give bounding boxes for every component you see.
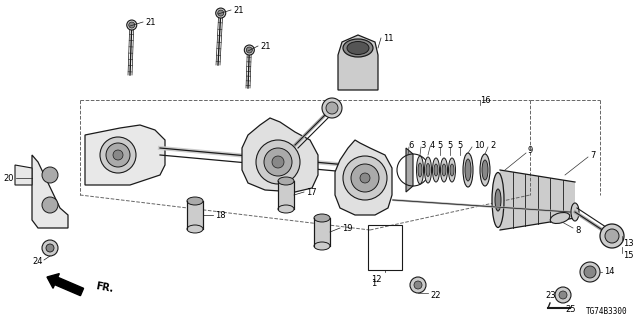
Circle shape [343,156,387,200]
Ellipse shape [450,164,454,176]
Ellipse shape [433,158,440,182]
Ellipse shape [417,156,424,184]
Circle shape [584,266,596,278]
Ellipse shape [314,242,330,250]
FancyArrow shape [47,274,84,296]
Ellipse shape [278,205,294,213]
Circle shape [129,22,135,28]
Text: 5: 5 [447,140,452,149]
Ellipse shape [463,153,473,187]
Circle shape [246,47,252,53]
Circle shape [559,291,567,299]
Bar [187,201,203,229]
Circle shape [42,197,58,213]
Text: 5: 5 [458,140,463,149]
Text: 3: 3 [420,140,426,149]
Ellipse shape [492,172,504,228]
Circle shape [600,224,624,248]
Circle shape [264,148,292,176]
Text: 21: 21 [233,5,243,14]
Text: 22: 22 [430,291,440,300]
Circle shape [351,164,379,192]
Circle shape [272,156,284,168]
Circle shape [42,240,58,256]
Ellipse shape [343,39,373,57]
Polygon shape [242,118,318,192]
Circle shape [106,143,130,167]
Text: 18: 18 [215,211,226,220]
Text: 6: 6 [408,140,413,149]
Circle shape [218,10,224,16]
Ellipse shape [550,212,570,223]
Text: 19: 19 [342,223,353,233]
Ellipse shape [440,158,447,182]
Text: 21: 21 [145,18,156,27]
Polygon shape [32,155,68,228]
Ellipse shape [418,163,422,177]
Ellipse shape [426,164,430,177]
Circle shape [100,137,136,173]
Circle shape [410,277,426,293]
Text: 23: 23 [545,291,556,300]
Ellipse shape [187,197,203,205]
Text: 1: 1 [371,278,376,287]
Ellipse shape [442,164,446,176]
Text: 16: 16 [480,95,491,105]
Circle shape [216,8,226,18]
Circle shape [580,262,600,282]
Bar [368,225,402,270]
Text: 13: 13 [623,238,634,247]
Circle shape [113,150,123,160]
Circle shape [360,173,370,183]
Text: 9: 9 [528,146,533,155]
Ellipse shape [465,159,471,181]
Text: 8: 8 [575,226,580,235]
Text: 25: 25 [565,306,575,315]
Polygon shape [338,35,378,90]
Text: 24: 24 [33,258,44,267]
Text: 21: 21 [260,42,271,51]
Text: 2: 2 [490,140,495,149]
Ellipse shape [480,154,490,186]
Text: 15: 15 [623,251,634,260]
Polygon shape [15,165,32,185]
Text: FR.: FR. [95,282,115,294]
Text: 17: 17 [306,188,317,196]
Polygon shape [85,125,165,185]
Polygon shape [500,170,575,230]
Text: 4: 4 [430,140,435,149]
Circle shape [555,287,571,303]
Circle shape [256,140,300,184]
Circle shape [127,20,137,30]
Polygon shape [406,148,413,192]
Circle shape [322,98,342,118]
Text: 7: 7 [590,150,595,159]
Text: 14: 14 [604,268,614,276]
Ellipse shape [495,189,501,211]
Ellipse shape [449,158,456,182]
Circle shape [42,167,58,183]
Ellipse shape [187,225,203,233]
Text: TG74B3300: TG74B3300 [586,308,628,316]
Text: 12: 12 [371,276,381,284]
Ellipse shape [314,214,330,222]
Ellipse shape [482,160,488,180]
Bar [314,218,330,246]
Circle shape [605,229,619,243]
Circle shape [326,102,338,114]
Circle shape [46,244,54,252]
Text: 20: 20 [3,173,14,182]
Ellipse shape [571,203,579,221]
Polygon shape [335,140,392,215]
Ellipse shape [424,157,431,183]
Ellipse shape [434,164,438,176]
Text: 5: 5 [437,140,443,149]
Text: 11: 11 [383,34,394,43]
Ellipse shape [278,177,294,185]
Text: 10: 10 [474,140,484,149]
Ellipse shape [347,42,369,54]
Bar [278,181,294,209]
Circle shape [414,281,422,289]
Circle shape [244,45,254,55]
